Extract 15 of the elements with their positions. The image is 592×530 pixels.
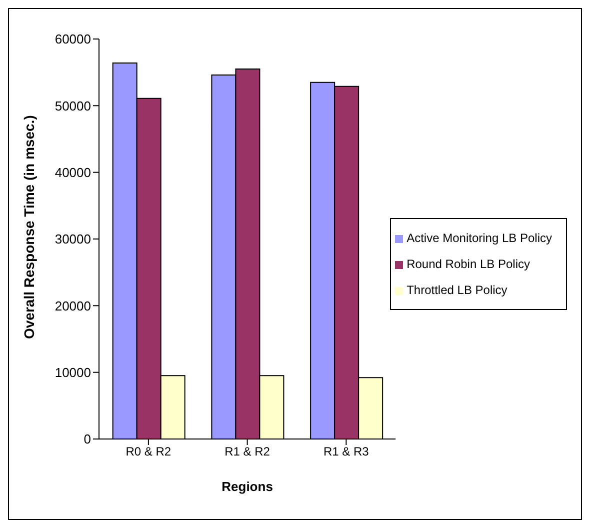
legend-label: Active Monitoring LB Policy (406, 231, 552, 245)
legend-label: Round Robin LB Policy (406, 257, 530, 271)
x-axis-title: Regions (222, 479, 273, 494)
x-tick-label: R0 & R2 (126, 444, 172, 459)
x-tick-label: R1 & R2 (224, 444, 270, 459)
y-tick-label: 10000 (54, 364, 91, 380)
x-tick-label: R1 & R3 (323, 444, 370, 459)
y-tick-label: 60000 (54, 32, 91, 47)
legend-label: Throttled LB Policy (406, 283, 508, 297)
y-tick-label: 30000 (54, 232, 91, 247)
y-tick-label: 40000 (54, 164, 91, 180)
y-axis-title: Overall Response Time (in msec.) (20, 115, 37, 339)
y-tick-label: 0 (84, 432, 91, 447)
y-tick-label: 20000 (54, 298, 91, 314)
y-tick-label: 50000 (54, 98, 91, 114)
